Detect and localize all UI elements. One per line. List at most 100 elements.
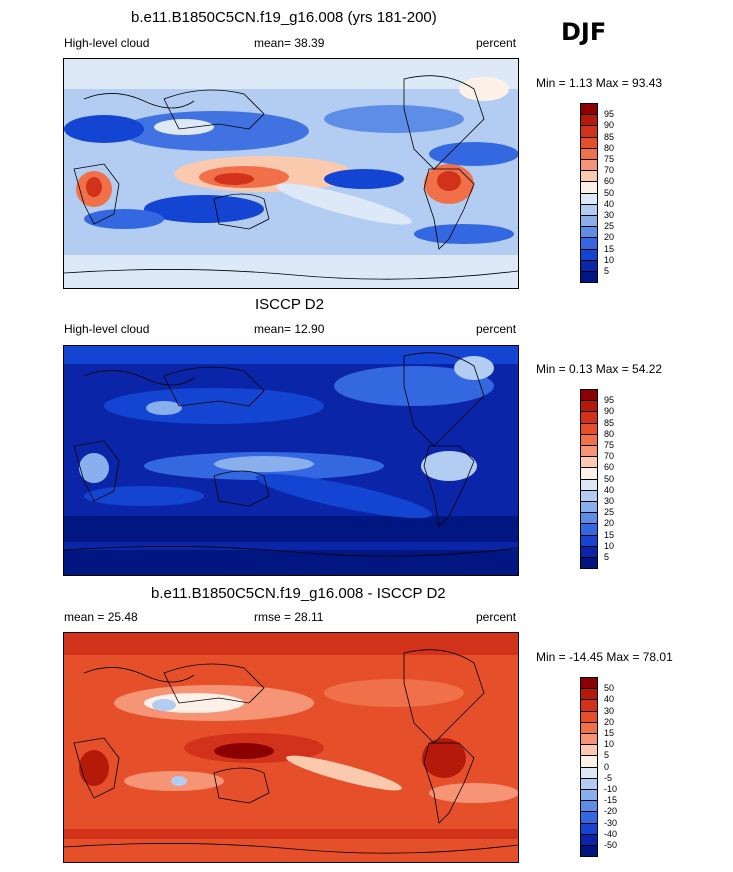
colorbar-tick-label: 90 — [604, 120, 615, 131]
colorbar-swatch — [580, 777, 598, 790]
colorbar-swatch — [580, 489, 598, 502]
panel-1-map — [63, 58, 519, 289]
colorbar-swatch — [580, 103, 598, 115]
colorbar-swatch — [580, 248, 598, 261]
colorbar-tick-label: 50 — [604, 187, 615, 198]
colorbar-tick-label: 20 — [604, 232, 615, 243]
colorbar-tick-label: 50 — [604, 683, 615, 694]
colorbar-swatch — [580, 699, 598, 712]
colorbar-swatch — [580, 744, 598, 756]
colorbar-swatch — [580, 237, 598, 250]
colorbar-tick-label: -50 — [604, 840, 618, 850]
colorbar-tick-label: 70 — [604, 165, 615, 176]
panel-3-mean-label: mean = 25.48 — [64, 610, 138, 624]
panel-3-map — [63, 632, 519, 863]
colorbar-tick-label: 25 — [604, 221, 615, 232]
colorbar-tick-label: 80 — [604, 142, 615, 153]
colorbar-swatch — [580, 467, 598, 480]
colorbar-tick-label: 25 — [604, 507, 615, 518]
colorbar-swatch — [580, 478, 598, 491]
colorbar-swatch — [580, 136, 598, 149]
colorbar-swatch — [580, 170, 598, 182]
panel-3-minmax: Min = -14.45 Max = 78.01 — [536, 650, 673, 664]
panel-3-rmse-label: rmse = 28.11 — [254, 610, 324, 624]
panel-1-units-label: percent — [476, 36, 517, 50]
colorbar-tick-label: 5 — [604, 552, 610, 562]
panel-1-title: b.e11.B1850C5CN.f19_g16.008 (yrs 181-200… — [131, 9, 437, 26]
colorbar-swatch — [580, 800, 598, 812]
colorbar-tick-label: 85 — [604, 131, 615, 142]
colorbar-tick-label: 10 — [604, 540, 615, 551]
colorbar-tick-label: 30 — [604, 210, 615, 220]
colorbar-swatch — [580, 456, 598, 468]
colorbar-swatch — [580, 523, 598, 536]
colorbar-tick-label: 95 — [604, 109, 615, 120]
colorbar-tick-label: 10 — [604, 739, 615, 750]
colorbar-tick-label: 70 — [604, 451, 615, 462]
panel-2-map — [63, 345, 519, 576]
colorbar-swatch — [580, 125, 598, 138]
colorbar-tick-label: 15 — [604, 243, 615, 254]
colorbar-tick-label: 40 — [604, 198, 615, 209]
colorbar-swatch — [580, 271, 598, 283]
colorbar-swatch — [580, 789, 598, 801]
colorbar-swatch — [580, 501, 598, 513]
panel-2-mean-label: mean= 12.90 — [254, 322, 325, 336]
colorbar-swatch — [580, 147, 598, 160]
colorbar-tick-label: 0 — [604, 761, 610, 772]
colorbar-swatch — [580, 215, 598, 227]
colorbar-swatch — [580, 557, 598, 569]
colorbar-swatch — [580, 411, 598, 424]
colorbar-tick-label: -5 — [604, 772, 613, 783]
colorbar-tick-label: 40 — [604, 484, 615, 495]
colorbar-swatch — [580, 422, 598, 435]
colorbar-tick-label: 30 — [604, 496, 615, 506]
colorbar-swatch — [580, 159, 598, 171]
colorbar-swatch — [580, 259, 598, 272]
colorbar-tick-label: 10 — [604, 254, 615, 265]
colorbar-tick-label: 5 — [604, 750, 610, 761]
panel-3-units-label: percent — [476, 610, 517, 624]
colorbar-tick-label: 60 — [604, 462, 615, 473]
colorbar-swatch — [580, 114, 598, 126]
colorbar-tick-label: 75 — [604, 154, 615, 164]
colorbar-tick-label: 40 — [604, 694, 615, 705]
panel-1-mean-label: mean= 38.39 — [254, 36, 325, 50]
colorbar-swatch — [580, 203, 598, 216]
colorbar-swatch — [580, 688, 598, 700]
colorbar-swatch — [580, 822, 598, 835]
colorbar-swatch — [580, 400, 598, 412]
colorbar-swatch — [580, 845, 598, 857]
colorbar-swatch — [580, 766, 598, 779]
colorbar-swatch — [580, 445, 598, 457]
colorbar-tick-label: 95 — [604, 395, 615, 406]
colorbar-swatch — [580, 833, 598, 846]
panel-2-left-label: High-level cloud — [64, 322, 150, 336]
colorbar-swatch — [580, 721, 598, 734]
panel-3-map-field — [64, 633, 518, 862]
colorbar-swatch — [580, 534, 598, 547]
colorbar-swatch — [580, 389, 598, 401]
colorbar-swatch — [580, 226, 598, 238]
colorbar-tick-label: -15 — [604, 795, 618, 806]
panel-2-title: ISCCP D2 — [255, 296, 324, 313]
colorbar-tick-label: 90 — [604, 406, 615, 417]
colorbar-tick-label: 50 — [604, 473, 615, 484]
colorbar-swatch — [580, 811, 598, 824]
colorbar-tick-label: 15 — [604, 728, 615, 738]
colorbar-tick-label: -20 — [604, 806, 618, 817]
panel-3-title: b.e11.B1850C5CN.f19_g16.008 - ISCCP D2 — [151, 585, 446, 602]
colorbar-tick-label: 30 — [604, 705, 615, 716]
colorbar-tick-label: 5 — [604, 266, 610, 276]
colorbar-tick-label: -10 — [604, 784, 618, 794]
colorbar-tick-label: 20 — [604, 518, 615, 529]
colorbar-tick-label: 15 — [604, 529, 615, 540]
colorbar-swatch — [580, 512, 598, 524]
colorbar-swatch — [580, 181, 598, 194]
colorbar-swatch — [580, 733, 598, 745]
colorbar-swatch — [580, 545, 598, 558]
panel-1-map-field — [64, 59, 518, 288]
panel-2-units-label: percent — [476, 322, 517, 336]
colorbar-tick-label: 20 — [604, 716, 615, 727]
colorbar-swatch — [580, 192, 598, 205]
